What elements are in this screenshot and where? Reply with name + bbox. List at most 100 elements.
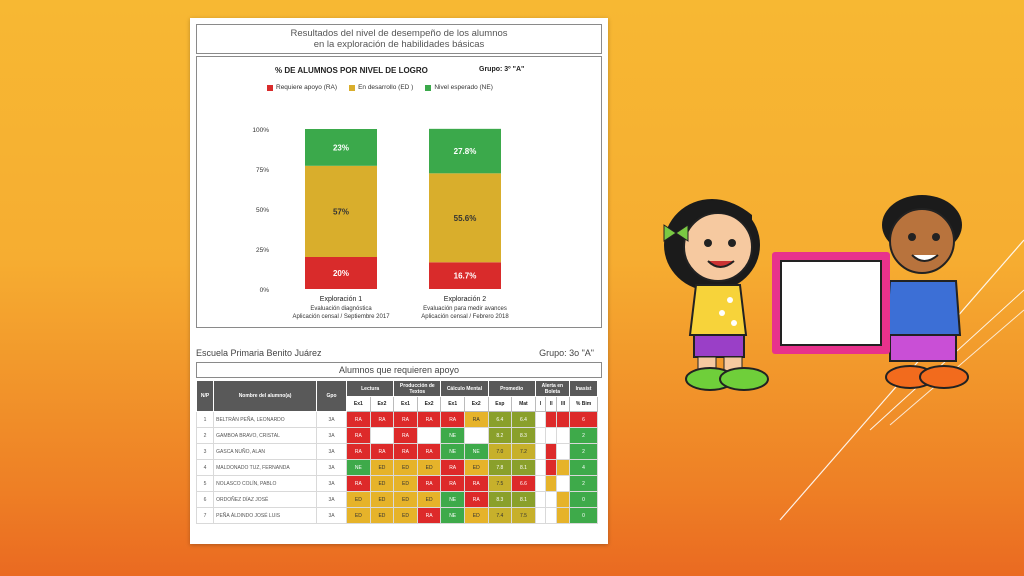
legend-label-ne: Nivel esperado (NE) — [434, 84, 493, 91]
legend-label-ra: Requiere apoyo (RA) — [276, 84, 338, 91]
chart-panel: % DE ALUMNOS POR NIVEL DE LOGRO Grupo: 3… — [196, 56, 602, 328]
x-category-sublabel: Evaluación para medir avances — [423, 306, 507, 312]
cell-value: ED — [416, 459, 442, 476]
legend-label-ed: En desarrollo (ED ) — [358, 84, 414, 91]
cell-value: ED — [393, 459, 418, 476]
cell-name: GASCA NUÑO, ALAN — [213, 443, 318, 460]
cell-value: ED — [369, 459, 395, 476]
data-label: 57% — [333, 207, 349, 216]
cell-gpo: 3A — [316, 475, 348, 492]
school-line: Escuela Primaria Benito Juárez Grupo: 3o… — [196, 348, 602, 358]
cell-n: 3 — [195, 443, 215, 460]
cell-value: ED — [346, 507, 371, 524]
cell-value — [534, 427, 547, 444]
data-label: 55.6% — [454, 214, 477, 223]
cell-value: RA — [393, 427, 418, 444]
cell-value: 7.2 — [511, 443, 536, 460]
th-sub: Ex2 — [369, 396, 395, 412]
legend-item-ne: Nivel esperado (NE) — [425, 84, 493, 91]
cell-value: ED — [369, 475, 395, 492]
cell-value: RA — [346, 443, 371, 460]
legend-swatch-ne — [425, 84, 432, 91]
legend-swatch-ed — [349, 84, 356, 91]
cell-n: 1 — [195, 411, 215, 428]
cell-value: NE — [440, 443, 465, 460]
data-label: 20% — [333, 269, 349, 278]
th-inasist: Inasist — [569, 380, 598, 397]
cell-value: NE — [346, 459, 371, 476]
kids-illustration — [663, 195, 969, 391]
th-sub: Ex2 — [463, 396, 489, 412]
table-row: 3 GASCA NUÑO, ALAN 3A RA RA RA RA NE NE 7.0 7.2 2 — [195, 443, 598, 460]
cell-value: 7.5 — [511, 507, 536, 524]
x-category-sublabel: Evaluación diagnóstica — [310, 306, 372, 312]
th-promedio: Promedio — [487, 380, 536, 397]
cell-gpo: 3A — [316, 427, 348, 444]
x-category-label: Exploración 2 — [444, 296, 487, 303]
table-row: 2 GAMBOA BRAVO, CRISTAL 3A RA RA NE 8.2 8.3 2 — [195, 427, 598, 444]
cell-value: 8.1 — [511, 491, 536, 508]
cell-value — [534, 491, 547, 508]
cell-value: RA — [346, 475, 371, 492]
cell-value: RA — [416, 411, 442, 428]
chart-title: % DE ALUMNOS POR NIVEL DE LOGRO — [275, 66, 428, 75]
x-category-sublabel: Aplicación censal / Septiembre 2017 — [292, 314, 390, 320]
legend-swatch-ra — [267, 84, 273, 91]
school-group: Grupo: 3o "A" — [539, 348, 594, 358]
cell-value: 8.3 — [487, 491, 513, 508]
bar-segment — [429, 262, 501, 289]
data-label: 23% — [333, 143, 349, 152]
cell-value: RA — [416, 475, 442, 492]
cell-value: ED — [369, 491, 395, 508]
cell-value: NE — [440, 491, 465, 508]
students-table: N/P Nombre del alumno(a) Gpo Lectura Pro… — [195, 380, 598, 524]
th-sub: II — [545, 396, 558, 412]
cell-value — [556, 459, 571, 476]
chart-group-label: Grupo: 3º "A" — [479, 66, 525, 73]
cell-value: NE — [440, 427, 465, 444]
table-row: 5 NOLASCO COLÍN, PABLO 3A RA ED ED RA RA RA 7.5 6.… — [195, 475, 598, 492]
cell-value: 7.4 — [487, 507, 513, 524]
cell-n: 6 — [195, 491, 215, 508]
th-produccion: Producción de Textos — [393, 380, 442, 397]
y-tick-label: 75% — [256, 167, 269, 174]
cell-value — [556, 427, 571, 444]
y-tick-label: 100% — [252, 127, 269, 134]
cell-value — [545, 475, 558, 492]
cell-value: ED — [346, 491, 371, 508]
bar-segment — [429, 128, 501, 174]
cell-gpo: 3A — [316, 459, 348, 476]
document-title-line2: en la exploración de habilidades básicas — [313, 39, 485, 50]
cell-value — [545, 411, 558, 428]
cell-value — [369, 427, 395, 444]
cell-n: 2 — [195, 427, 215, 444]
chart-legend: Requiere apoyo (RA) En desarrollo (ED ) … — [267, 84, 493, 91]
cell-value: RA — [416, 443, 442, 460]
cell-value — [545, 443, 558, 460]
cell-value — [534, 507, 547, 524]
th-sub: Mat — [511, 396, 536, 412]
x-category-label: Exploración 1 — [320, 296, 363, 303]
x-category-sublabel: Aplicación censal / Febrero 2018 — [421, 314, 509, 320]
cell-value: RA — [393, 411, 418, 428]
data-label: 16.7% — [454, 272, 477, 281]
cell-value: 8.2 — [487, 427, 513, 444]
cell-value — [534, 475, 547, 492]
cell-value: 8.3 — [511, 427, 536, 444]
cell-name: ORDOÑEZ DÍAZ JOSÉ — [213, 491, 318, 508]
cell-name: PEÑA ÁLDINDO JOSÉ LUIS — [213, 507, 318, 524]
th-calculo: Cálculo Mental — [440, 380, 489, 397]
stacked-bar-chart: 0% 25% 50% 75% 100% 20% 57% 23% Exploración 1 Eva… — [252, 127, 509, 320]
cell-value: 2 — [569, 443, 598, 460]
table-row: 1 BELTRÁN PEÑA, LEONARDO 3A RA RA RA RA RA RA 6.4… — [195, 411, 598, 428]
legend-item-ed: En desarrollo (ED ) — [349, 84, 413, 91]
cell-gpo: 3A — [316, 491, 348, 508]
y-tick-label: 0% — [260, 287, 270, 294]
cell-value: ED — [393, 491, 418, 508]
cell-value: RA — [440, 475, 465, 492]
cell-value: ED — [416, 491, 442, 508]
document-title: Resultados del nivel de desempeño de los… — [196, 24, 602, 54]
cell-gpo: 3A — [316, 411, 348, 428]
support-title: Alumnos que requieren apoyo — [196, 362, 602, 378]
cell-value: RA — [440, 459, 465, 476]
